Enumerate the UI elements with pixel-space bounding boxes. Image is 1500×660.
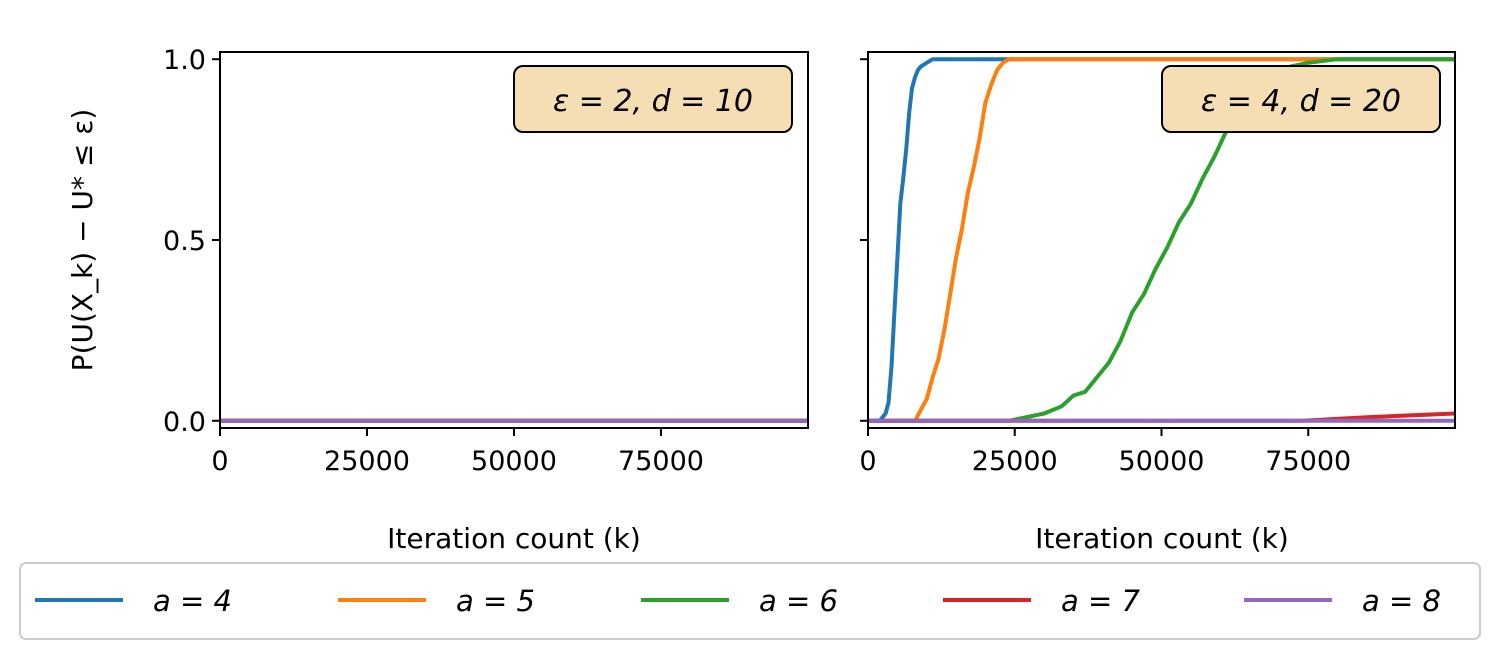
- x-tick-label: 0: [859, 446, 876, 477]
- x-tick-label: 25000: [324, 446, 410, 477]
- series-line-a-5: [868, 57, 1455, 423]
- legend-label: a = 5: [456, 584, 535, 618]
- left-annotation-box: [513, 65, 793, 133]
- y-tick-label: 0.0: [163, 407, 206, 438]
- right-x-axis-label: Iteration count (k): [1035, 522, 1289, 555]
- x-tick-label: 0: [211, 446, 228, 477]
- right-panel: 0 25000 50000 75000 ε = 4, d = 20 Iteration…: [859, 51, 1456, 555]
- series-line-a-4: [868, 57, 1455, 423]
- legend-frame: [19, 562, 1481, 640]
- y-axis-label: P(U(X_k) − U* ≤ ε): [66, 109, 99, 372]
- legend: a = 4 a = 5 a = 6 a = 7 a = 8: [19, 562, 1481, 640]
- left-x-axis-label: Iteration count (k): [387, 522, 641, 555]
- legend-label: a = 4: [153, 584, 232, 618]
- x-tick-label: 50000: [1119, 446, 1205, 477]
- y-tick-label: 0.5: [163, 226, 206, 257]
- legend-label: a = 8: [1362, 584, 1441, 618]
- left-annotation: ε = 2, d = 10: [513, 65, 793, 133]
- x-tick-label: 25000: [972, 446, 1058, 477]
- x-tick-label: 75000: [1265, 446, 1351, 477]
- legend-label: a = 7: [1061, 584, 1141, 618]
- y-tick-label: 1.0: [163, 45, 206, 76]
- legend-label: a = 6: [759, 584, 838, 618]
- right-annotation: ε = 4, d = 20: [1161, 65, 1441, 133]
- left-annotation-text: ε = 2, d = 10: [553, 84, 753, 119]
- right-annotation-text: ε = 4, d = 20: [1201, 84, 1401, 119]
- x-tick-label: 50000: [471, 446, 557, 477]
- right-annotation-box: [1161, 65, 1441, 133]
- x-tick-label: 75000: [618, 446, 704, 477]
